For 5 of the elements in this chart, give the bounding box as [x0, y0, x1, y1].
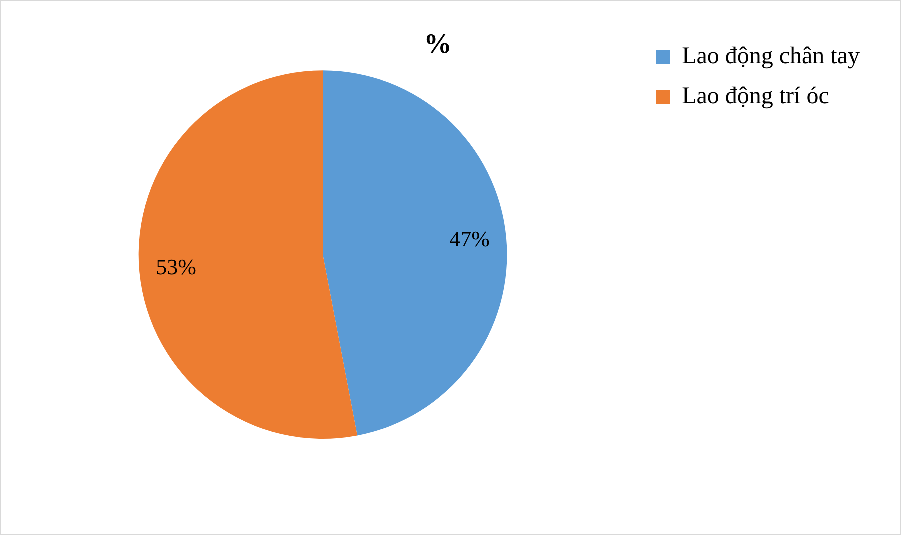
data-label: 47%: [450, 226, 490, 252]
legend-label: Lao động chân tay: [682, 43, 860, 70]
legend-label: Lao động trí óc: [682, 83, 830, 110]
chart-title: %: [424, 29, 452, 60]
data-label: 53%: [156, 254, 196, 280]
